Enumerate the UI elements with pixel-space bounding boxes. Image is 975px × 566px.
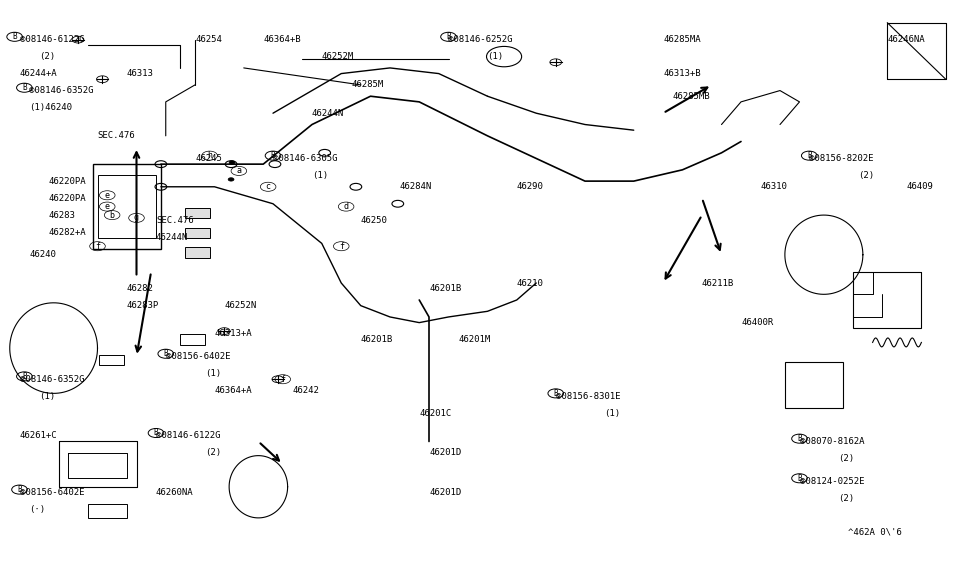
Text: 46220PA: 46220PA [49, 194, 87, 203]
Text: f: f [280, 375, 286, 384]
Text: 46244N: 46244N [156, 233, 188, 242]
Text: 46245: 46245 [195, 154, 222, 163]
Text: 46201M: 46201M [458, 335, 490, 344]
Text: f: f [95, 242, 100, 251]
Text: B: B [447, 32, 450, 41]
Text: SEC.476: SEC.476 [98, 131, 136, 140]
Text: 46282+A: 46282+A [49, 228, 87, 237]
Text: (1): (1) [205, 369, 221, 378]
Text: 46244+A: 46244+A [20, 69, 58, 78]
Text: SEC.476: SEC.476 [156, 216, 194, 225]
Text: 46254: 46254 [195, 35, 222, 44]
Text: 46285M: 46285M [351, 80, 383, 89]
Text: 46313+A: 46313+A [214, 329, 253, 338]
Text: ®08156-6402E: ®08156-6402E [20, 488, 84, 497]
Text: e: e [104, 191, 110, 200]
Text: B: B [554, 389, 558, 398]
Text: 46250: 46250 [361, 216, 388, 225]
Text: 46252M: 46252M [322, 52, 354, 61]
Text: 46201B: 46201B [361, 335, 393, 344]
Text: B: B [13, 32, 17, 41]
Text: 46364+A: 46364+A [214, 386, 253, 395]
FancyBboxPatch shape [185, 228, 210, 238]
Text: B: B [807, 151, 811, 160]
Text: (2): (2) [838, 454, 855, 463]
Text: B: B [22, 83, 26, 92]
Text: 46242: 46242 [292, 386, 320, 395]
Text: 46284N: 46284N [400, 182, 432, 191]
Text: B: B [164, 349, 168, 358]
Circle shape [229, 161, 235, 164]
Text: ®08146-6122G: ®08146-6122G [20, 35, 84, 44]
Text: ®08156-8301E: ®08156-8301E [556, 392, 620, 401]
Text: ®08156-8202E: ®08156-8202E [809, 154, 874, 163]
Text: g: g [134, 213, 139, 222]
Text: 46201D: 46201D [429, 488, 461, 497]
Text: (1): (1) [604, 409, 621, 418]
Text: 46313: 46313 [127, 69, 154, 78]
Text: b: b [109, 211, 115, 220]
Text: B: B [798, 474, 801, 483]
Text: (1): (1) [312, 171, 329, 180]
Text: B: B [22, 372, 26, 381]
Text: 46400R: 46400R [741, 318, 773, 327]
Text: 46364+B: 46364+B [263, 35, 301, 44]
Text: ®08146-6352G: ®08146-6352G [29, 86, 94, 95]
Text: f: f [338, 242, 344, 251]
Text: 46283P: 46283P [127, 301, 159, 310]
Text: 46260NA: 46260NA [156, 488, 194, 497]
Text: 46409: 46409 [907, 182, 934, 191]
Text: (2): (2) [39, 52, 56, 61]
Text: (2): (2) [205, 448, 221, 457]
Circle shape [228, 178, 234, 181]
Text: ®08070-8162A: ®08070-8162A [800, 437, 864, 446]
Text: ®08146-6252G: ®08146-6252G [448, 35, 513, 44]
Text: 46313+B: 46313+B [663, 69, 701, 78]
Text: (1)46240: (1)46240 [29, 103, 72, 112]
Text: (·): (·) [29, 505, 46, 514]
Text: c: c [265, 182, 271, 191]
Text: 46290: 46290 [517, 182, 544, 191]
Text: 46252N: 46252N [224, 301, 256, 310]
Text: h: h [207, 151, 213, 160]
Text: 46240: 46240 [29, 250, 57, 259]
Text: 46283: 46283 [49, 211, 76, 220]
Text: 46201B: 46201B [429, 284, 461, 293]
Text: B: B [18, 485, 21, 494]
Text: ^462A 0\'6: ^462A 0\'6 [848, 528, 902, 537]
Text: (2): (2) [838, 494, 855, 503]
Text: e: e [104, 202, 110, 211]
Text: 46285MB: 46285MB [673, 92, 711, 101]
Text: 46285MA: 46285MA [663, 35, 701, 44]
Text: (1): (1) [39, 392, 56, 401]
Text: 46201C: 46201C [419, 409, 451, 418]
Text: d: d [343, 202, 349, 211]
Text: 46210: 46210 [517, 278, 544, 288]
Text: (1): (1) [488, 52, 504, 61]
Text: 46244N: 46244N [312, 109, 344, 118]
Text: ®08146-6305G: ®08146-6305G [273, 154, 337, 163]
Text: 46261+C: 46261+C [20, 431, 58, 440]
Text: 46201D: 46201D [429, 448, 461, 457]
Text: (2): (2) [858, 171, 875, 180]
Text: ®08156-6402E: ®08156-6402E [166, 352, 230, 361]
Text: 46310: 46310 [760, 182, 788, 191]
Text: B: B [271, 151, 275, 160]
Text: B: B [154, 428, 158, 438]
Text: B: B [798, 434, 801, 443]
Text: a: a [236, 166, 242, 175]
Text: 46246NA: 46246NA [887, 35, 925, 44]
Text: ®08124-0252E: ®08124-0252E [800, 477, 864, 486]
Text: 46282: 46282 [127, 284, 154, 293]
Text: ®08146-6122G: ®08146-6122G [156, 431, 220, 440]
FancyBboxPatch shape [185, 247, 210, 258]
FancyBboxPatch shape [185, 208, 210, 218]
Text: 46220PA: 46220PA [49, 177, 87, 186]
Text: 46211B: 46211B [702, 278, 734, 288]
Text: ®08146-6352G: ®08146-6352G [20, 375, 84, 384]
